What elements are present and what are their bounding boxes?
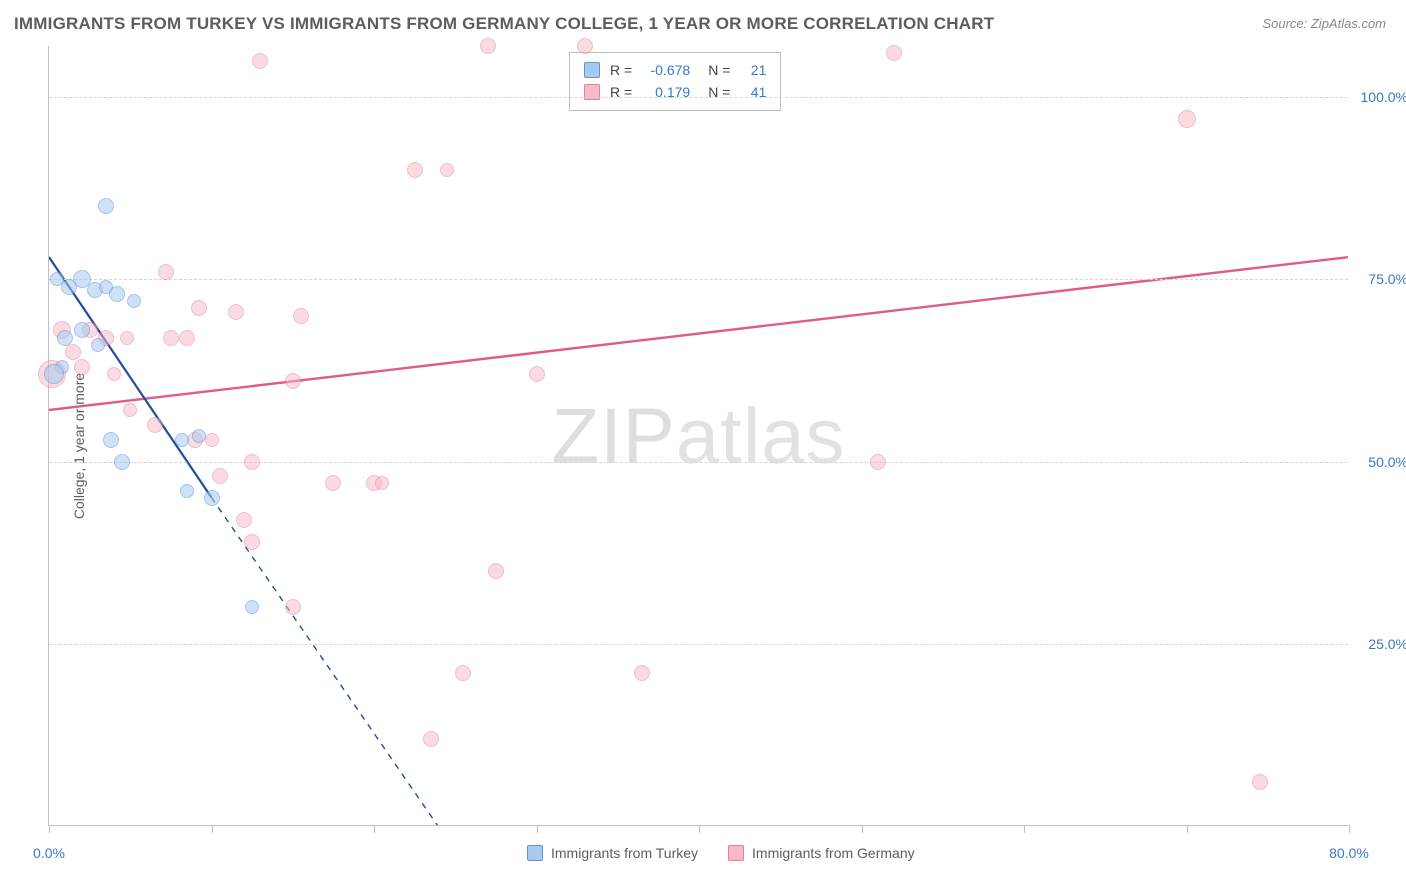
scatter-point-turkey bbox=[175, 433, 189, 447]
scatter-point-germany bbox=[488, 563, 504, 579]
scatter-point-germany bbox=[179, 330, 195, 346]
y-tick-label: 100.0% bbox=[1356, 89, 1406, 105]
stats-row-turkey: R = -0.678 N = 21 bbox=[584, 59, 766, 81]
scatter-point-germany bbox=[886, 45, 902, 61]
n-value-turkey: 21 bbox=[740, 59, 766, 81]
scatter-point-germany bbox=[236, 512, 252, 528]
scatter-point-germany bbox=[407, 162, 423, 178]
scatter-point-turkey bbox=[98, 198, 114, 214]
x-tick bbox=[49, 825, 50, 833]
scatter-point-germany bbox=[423, 731, 439, 747]
swatch-turkey bbox=[527, 845, 543, 861]
scatter-point-germany bbox=[191, 300, 207, 316]
gridline bbox=[49, 279, 1348, 280]
scatter-point-germany bbox=[455, 665, 471, 681]
y-tick-label: 50.0% bbox=[1356, 454, 1406, 470]
scatter-point-germany bbox=[634, 665, 650, 681]
scatter-point-germany bbox=[147, 417, 163, 433]
scatter-point-germany bbox=[285, 373, 301, 389]
watermark-thin: atlas bbox=[676, 391, 846, 479]
scatter-point-germany bbox=[529, 366, 545, 382]
scatter-point-germany bbox=[1178, 110, 1196, 128]
scatter-point-turkey bbox=[44, 364, 64, 384]
x-tick bbox=[212, 825, 213, 833]
watermark-bold: ZIP bbox=[551, 391, 675, 479]
scatter-point-turkey bbox=[109, 286, 125, 302]
scatter-point-turkey bbox=[91, 338, 105, 352]
x-tick bbox=[374, 825, 375, 833]
scatter-point-turkey bbox=[57, 330, 73, 346]
scatter-point-germany bbox=[577, 38, 593, 54]
scatter-point-germany bbox=[293, 308, 309, 324]
scatter-point-turkey bbox=[192, 429, 206, 443]
n-label: N = bbox=[708, 59, 730, 81]
x-tick bbox=[537, 825, 538, 833]
scatter-point-turkey bbox=[114, 454, 130, 470]
scatter-point-germany bbox=[870, 454, 886, 470]
scatter-point-germany bbox=[212, 468, 228, 484]
scatter-point-germany bbox=[244, 454, 260, 470]
y-tick-label: 75.0% bbox=[1356, 271, 1406, 287]
scatter-point-germany bbox=[228, 304, 244, 320]
y-tick-label: 25.0% bbox=[1356, 636, 1406, 652]
legend-label-germany: Immigrants from Germany bbox=[752, 845, 915, 861]
scatter-point-germany bbox=[440, 163, 454, 177]
x-tick bbox=[699, 825, 700, 833]
stats-row-germany: R = 0.179 N = 41 bbox=[584, 81, 766, 103]
scatter-point-germany bbox=[163, 330, 179, 346]
source-attribution: Source: ZipAtlas.com bbox=[1262, 16, 1386, 31]
scatter-point-germany bbox=[285, 599, 301, 615]
scatter-point-turkey bbox=[245, 600, 259, 614]
scatter-point-germany bbox=[74, 359, 90, 375]
scatter-point-germany bbox=[107, 367, 121, 381]
scatter-point-germany bbox=[120, 331, 134, 345]
swatch-germany bbox=[728, 845, 744, 861]
scatter-point-germany bbox=[375, 476, 389, 490]
x-tick bbox=[1349, 825, 1350, 833]
scatter-point-turkey bbox=[180, 484, 194, 498]
correlation-stats-box: R = -0.678 N = 21 R = 0.179 N = 41 bbox=[569, 52, 781, 111]
legend-bottom: Immigrants from Turkey Immigrants from G… bbox=[527, 845, 915, 861]
scatter-point-germany bbox=[205, 433, 219, 447]
chart-plot-area: ZIPatlas R = -0.678 N = 21 R = 0.179 N =… bbox=[48, 46, 1348, 826]
swatch-turkey bbox=[584, 62, 600, 78]
scatter-point-turkey bbox=[74, 322, 90, 338]
legend-item-turkey: Immigrants from Turkey bbox=[527, 845, 698, 861]
r-label: R = bbox=[610, 81, 632, 103]
scatter-point-germany bbox=[65, 344, 81, 360]
scatter-point-germany bbox=[1252, 774, 1268, 790]
chart-title: IMMIGRANTS FROM TURKEY VS IMMIGRANTS FRO… bbox=[14, 14, 994, 34]
x-tick-label: 0.0% bbox=[33, 845, 65, 861]
scatter-point-germany bbox=[158, 264, 174, 280]
r-value-turkey: -0.678 bbox=[642, 59, 690, 81]
trend-lines bbox=[49, 46, 1348, 825]
scatter-point-germany bbox=[252, 53, 268, 69]
x-tick-label: 80.0% bbox=[1329, 845, 1369, 861]
scatter-point-turkey bbox=[204, 490, 220, 506]
scatter-point-germany bbox=[480, 38, 496, 54]
n-value-germany: 41 bbox=[740, 81, 766, 103]
scatter-point-germany bbox=[325, 475, 341, 491]
scatter-point-turkey bbox=[103, 432, 119, 448]
gridline bbox=[49, 97, 1348, 98]
legend-label-turkey: Immigrants from Turkey bbox=[551, 845, 698, 861]
x-tick bbox=[862, 825, 863, 833]
legend-item-germany: Immigrants from Germany bbox=[728, 845, 915, 861]
n-label: N = bbox=[708, 81, 730, 103]
watermark: ZIPatlas bbox=[551, 390, 845, 481]
scatter-point-germany bbox=[123, 403, 137, 417]
gridline bbox=[49, 644, 1348, 645]
r-value-germany: 0.179 bbox=[642, 81, 690, 103]
scatter-point-germany bbox=[244, 534, 260, 550]
scatter-point-turkey bbox=[127, 294, 141, 308]
x-tick bbox=[1187, 825, 1188, 833]
x-tick bbox=[1024, 825, 1025, 833]
r-label: R = bbox=[610, 59, 632, 81]
